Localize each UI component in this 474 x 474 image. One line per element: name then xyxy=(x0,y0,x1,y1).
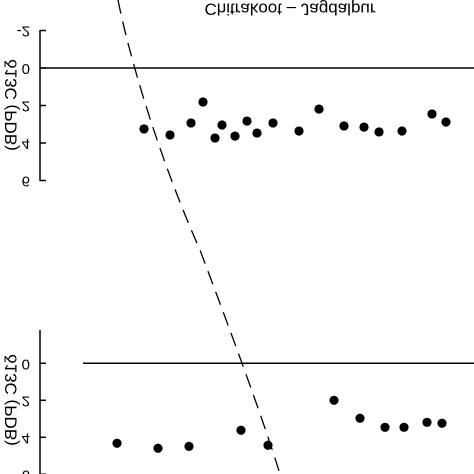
data-point xyxy=(314,104,324,114)
data-point xyxy=(210,133,220,143)
y-tick-label: 0 xyxy=(22,355,30,372)
data-point xyxy=(441,117,451,127)
data-point xyxy=(339,121,349,131)
y-tick-label: 4 xyxy=(22,135,30,152)
data-point xyxy=(359,122,369,132)
y-axis-label: δ13C (PDB) xyxy=(1,354,20,446)
data-point xyxy=(397,126,407,136)
data-point xyxy=(252,128,262,138)
data-point xyxy=(374,127,384,137)
data-point xyxy=(139,124,149,134)
data-point xyxy=(242,116,252,126)
y-tick-label: 6 xyxy=(22,466,30,474)
data-point xyxy=(184,441,194,451)
data-point xyxy=(380,422,390,432)
data-point xyxy=(236,425,246,435)
data-point xyxy=(437,418,447,428)
data-point xyxy=(268,118,278,128)
y-tick-label: 0 xyxy=(22,60,30,77)
y-tick-label: 4 xyxy=(22,429,30,446)
y-tick-label: 2 xyxy=(22,392,30,409)
y-tick-label: 2 xyxy=(22,98,30,115)
data-point xyxy=(427,109,437,119)
data-point xyxy=(329,395,339,405)
data-point xyxy=(165,130,175,140)
data-point xyxy=(263,440,273,450)
data-point xyxy=(153,443,163,453)
data-point xyxy=(355,413,365,423)
data-point xyxy=(186,118,196,128)
data-point xyxy=(399,422,409,432)
data-point xyxy=(422,417,432,427)
y-tick-label: -2 xyxy=(17,23,30,40)
trend-curve xyxy=(117,0,281,474)
data-point xyxy=(217,120,227,130)
data-point xyxy=(112,438,122,448)
y-axis-label: δ13C (PDB) xyxy=(1,59,20,151)
data-point xyxy=(294,126,304,136)
y-tick-label: 6 xyxy=(22,173,30,190)
data-point xyxy=(230,131,240,141)
chart-title: Chitrakoot – Jagdalpur xyxy=(204,0,375,19)
data-point xyxy=(198,97,208,107)
